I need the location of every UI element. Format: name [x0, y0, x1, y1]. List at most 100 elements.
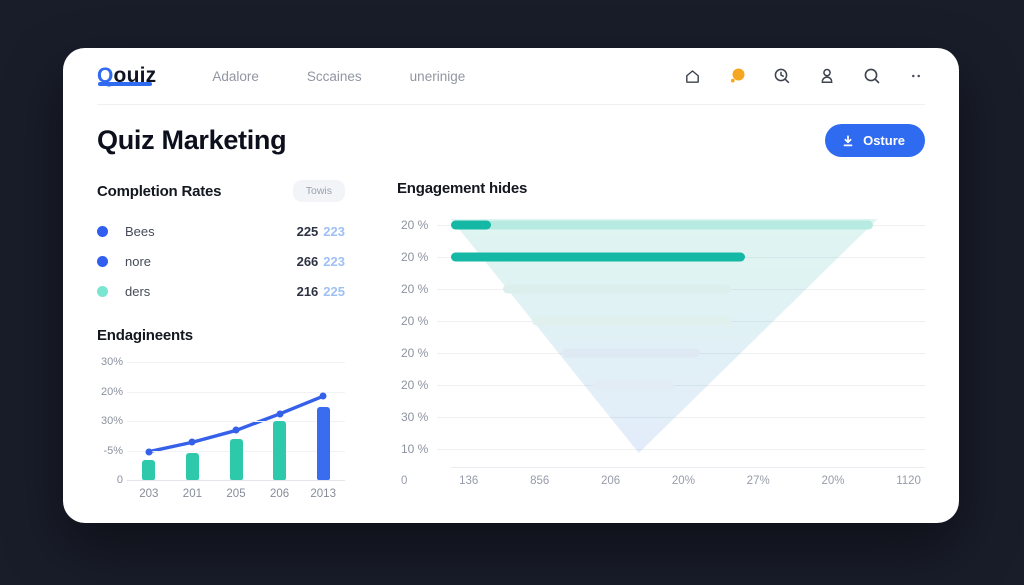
funnel-bar — [503, 284, 731, 294]
x-tick: 206 — [600, 475, 621, 487]
funnel-row: 20 % — [397, 209, 925, 241]
towis-badge[interactable]: Towis — [292, 180, 345, 202]
row-value: 266 — [296, 253, 319, 269]
funnel-bar — [451, 252, 745, 262]
gridline — [127, 421, 345, 422]
funnel-track — [437, 209, 925, 241]
legend-dot — [97, 225, 108, 237]
line-point — [276, 410, 284, 418]
funnel-row-label: 20 % — [401, 314, 429, 328]
row-secondary-value: 223 — [323, 253, 345, 269]
bar — [185, 452, 199, 480]
y-tick: 30% — [100, 356, 123, 368]
legend-dot — [97, 255, 108, 267]
x-tick: 201 — [182, 488, 202, 500]
completion-rates-title: Completion Rates — [97, 182, 222, 200]
y-tick: 20% — [100, 385, 123, 398]
completion-rates-list: Bees 225 223 nore 266 223 ders 216 225 — [97, 216, 345, 306]
bar — [229, 438, 243, 480]
funnel-track — [437, 401, 925, 433]
user-icon[interactable] — [817, 66, 837, 86]
download-icon — [843, 134, 853, 146]
x-tick: 856 — [530, 475, 550, 487]
row-secondary-value: 223 — [323, 223, 345, 239]
funnel-row: 10 % — [397, 433, 925, 465]
x-axis-labels: 0 136 856 206 20% 27% 20% 1120 — [397, 468, 925, 487]
engagement-hides-title: Engagement hides — [397, 180, 528, 197]
funnel-bar — [562, 348, 700, 358]
x-tick: 1120 — [896, 475, 921, 487]
funnel-track — [437, 241, 925, 273]
right-column: Engagement hides 20 % 20 % 20 % 20 % 20 % 20 … — [397, 180, 925, 508]
funnel-row-label: 20 % — [401, 378, 429, 392]
row-values: 225 223 — [297, 224, 345, 239]
button-label: Osture — [863, 133, 905, 148]
gridline — [127, 480, 345, 481]
x-tick: 20% — [821, 475, 845, 487]
row-label: nore — [125, 253, 152, 269]
gridline — [127, 362, 345, 363]
notification-icon[interactable] — [727, 66, 747, 86]
nav-item-adalore[interactable]: Adalore — [212, 68, 259, 84]
row-secondary-value: 225 — [323, 283, 345, 299]
row-label: ders — [125, 283, 151, 299]
endagineents-title: Endagineents — [97, 327, 193, 344]
funnel-track — [437, 273, 925, 305]
gridline — [127, 391, 345, 393]
x-tick: 2013 — [310, 488, 336, 500]
funnel-track — [437, 305, 925, 337]
active-tab-underline — [98, 82, 152, 86]
funnel-bar — [451, 220, 873, 230]
logo-prefix: Q — [97, 64, 114, 87]
nav-icon-group — [683, 66, 925, 86]
engagement-funnel-chart: 20 % 20 % 20 % 20 % 20 % 20 % 30 % 10 % 0 136 856… — [397, 209, 925, 487]
funnel-bar — [531, 316, 731, 326]
bar — [142, 459, 156, 480]
funnel-row: 20 % — [397, 241, 925, 273]
plot — [127, 362, 345, 481]
home-icon[interactable] — [683, 67, 702, 86]
row-value: 225 — [296, 223, 319, 239]
funnel-track — [437, 433, 925, 465]
engagement-bar-line-chart: 30% 20% 30% -5% 0 203 201 205 206 2013 — [97, 356, 345, 508]
funnel-bar — [593, 380, 674, 390]
logo-rest: ouiz — [113, 64, 157, 87]
app-logo[interactable]: Qouiz — [97, 64, 156, 88]
x-tick: 205 — [226, 488, 246, 500]
nav-item-sccaines[interactable]: Sccaines — [306, 68, 362, 84]
funnel-row-label: 20 % — [401, 346, 429, 360]
y-tick: 0 — [116, 474, 123, 486]
nav-item-unerinige[interactable]: unerinige — [409, 68, 466, 84]
line-point — [232, 426, 240, 434]
row-values: 266 223 — [297, 254, 345, 269]
left-column: Completion Rates Towis Bees 225 223 nore … — [97, 180, 345, 508]
line-point — [145, 448, 153, 456]
x-tick: 0 — [401, 475, 408, 487]
chart-plot-area: 203 201 205 206 2013 — [127, 362, 345, 508]
line-point — [319, 392, 327, 400]
y-axis-labels: 30% 20% 30% -5% 0 — [97, 356, 127, 486]
funnel-row-label: 30 % — [401, 410, 429, 424]
funnel-row-label: 20 % — [401, 218, 429, 232]
funnel-rows: 20 % 20 % 20 % 20 % 20 % 20 % 30 % 10 % — [397, 209, 925, 465]
row-label: Bees — [125, 223, 155, 239]
x-axis-line — [451, 467, 925, 468]
legend-dot — [97, 285, 108, 297]
osture-button[interactable]: Osture — [825, 124, 925, 157]
page-title: Quiz Marketing — [97, 125, 287, 155]
x-tick: 136 — [459, 475, 479, 487]
navbar: Qouiz Adalore Sccaines unerinige — [97, 48, 925, 105]
search-icon[interactable] — [862, 66, 882, 86]
y-tick: 30% — [100, 415, 123, 427]
history-search-icon[interactable] — [772, 66, 792, 86]
funnel-track — [437, 369, 925, 401]
bar — [273, 421, 287, 480]
more-icon[interactable] — [907, 67, 925, 85]
row-value: 216 — [296, 283, 319, 299]
content: Completion Rates Towis Bees 225 223 nore … — [97, 180, 925, 508]
page-header: Quiz Marketing Osture — [97, 124, 925, 157]
funnel-bar — [451, 220, 492, 230]
funnel-row: 20 % — [397, 273, 925, 305]
funnel-row: 20 % — [397, 305, 925, 337]
x-axis-labels: 203 201 205 206 2013 — [127, 486, 345, 508]
